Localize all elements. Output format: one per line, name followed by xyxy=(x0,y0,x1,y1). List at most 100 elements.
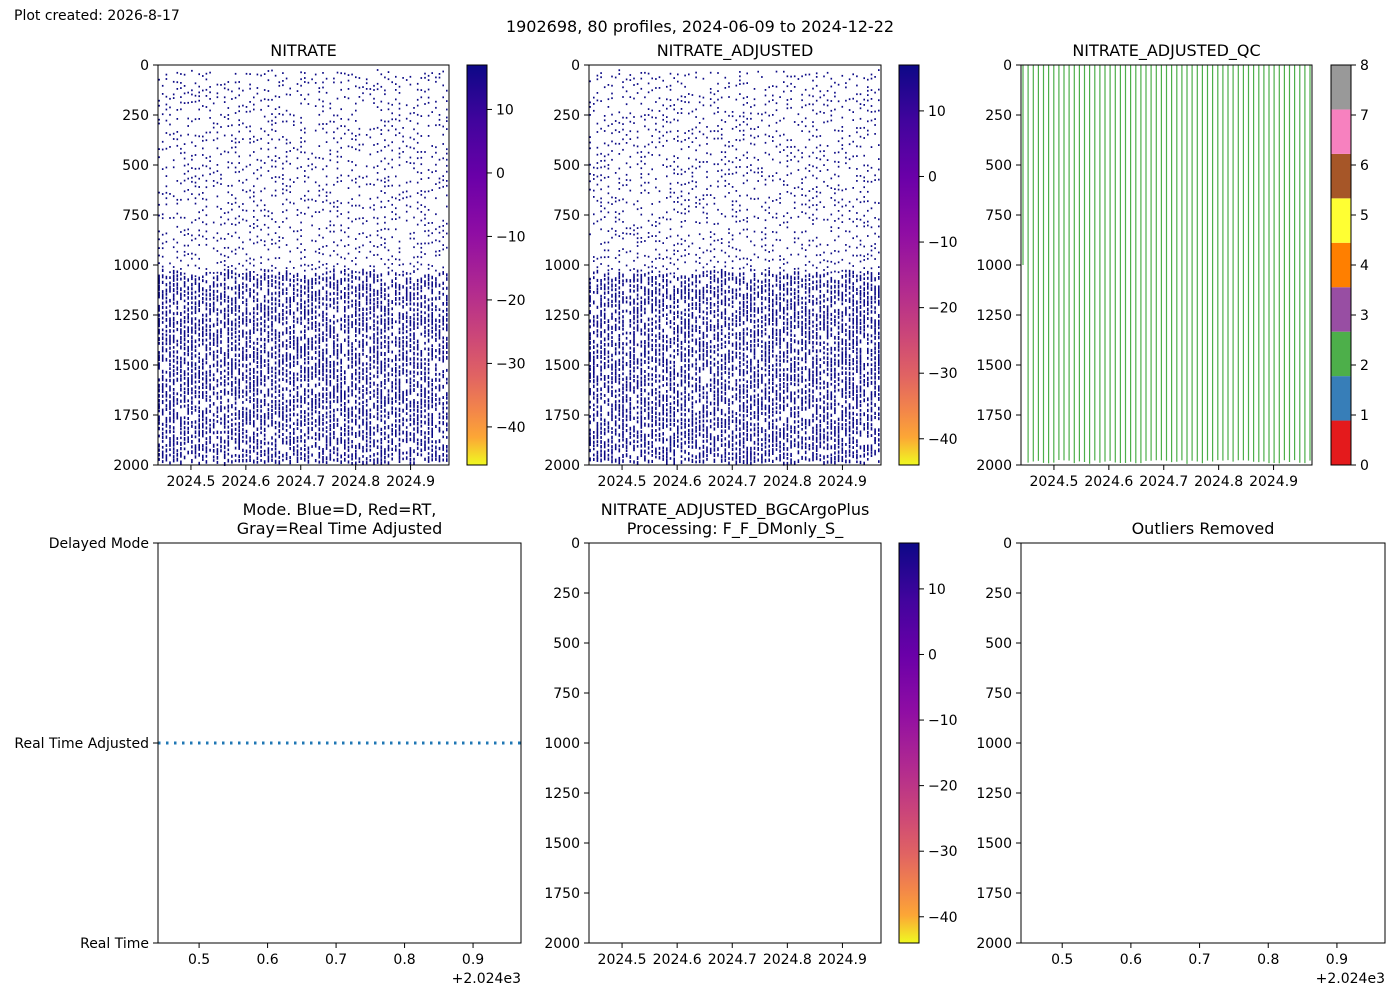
data-point xyxy=(369,336,372,340)
data-point xyxy=(253,140,255,143)
data-point xyxy=(640,102,643,105)
data-point xyxy=(271,69,273,72)
data-point xyxy=(420,246,423,249)
data-point xyxy=(435,151,437,154)
data-point xyxy=(365,283,368,287)
data-point xyxy=(227,202,230,204)
data-point xyxy=(442,421,444,426)
data-point xyxy=(402,451,404,455)
data-point xyxy=(398,274,401,276)
data-point xyxy=(205,454,208,458)
data-point xyxy=(344,257,346,260)
data-point xyxy=(647,323,650,326)
data-point xyxy=(614,443,617,447)
data-point xyxy=(633,350,635,353)
data-point xyxy=(271,328,273,332)
data-point xyxy=(205,72,208,75)
data-point xyxy=(380,389,383,393)
data-point xyxy=(442,453,444,457)
data-point xyxy=(176,109,179,111)
data-point xyxy=(409,328,412,332)
y-tick-label: 500 xyxy=(553,158,580,174)
data-point xyxy=(227,458,230,463)
data-point xyxy=(296,460,299,463)
data-point xyxy=(644,325,646,330)
data-point xyxy=(355,164,357,167)
data-point xyxy=(362,437,364,441)
data-point xyxy=(198,193,200,196)
data-point xyxy=(420,384,423,389)
data-point xyxy=(614,298,617,303)
data-point xyxy=(260,174,262,177)
data-point xyxy=(293,124,295,126)
data-point xyxy=(380,314,383,318)
data-point xyxy=(260,418,262,423)
data-point xyxy=(596,122,599,125)
data-point xyxy=(427,431,430,435)
data-point xyxy=(625,408,628,413)
data-point xyxy=(603,302,606,307)
data-point xyxy=(231,184,233,187)
data-point xyxy=(614,375,617,380)
data-point xyxy=(263,413,266,417)
data-point xyxy=(395,429,397,434)
data-point xyxy=(365,427,368,431)
data-point xyxy=(183,234,186,236)
data-point xyxy=(238,246,240,249)
data-point xyxy=(431,326,433,330)
data-point xyxy=(198,211,200,214)
data-point xyxy=(329,202,332,205)
data-point xyxy=(285,363,288,367)
data-point xyxy=(387,71,390,73)
data-point xyxy=(633,321,635,325)
data-point xyxy=(307,289,310,293)
data-point xyxy=(333,276,335,281)
data-point xyxy=(194,362,197,367)
data-point xyxy=(409,286,412,289)
data-point xyxy=(172,278,175,282)
data-point xyxy=(278,421,281,426)
data-point xyxy=(278,343,281,348)
data-point xyxy=(198,186,200,188)
data-point xyxy=(169,320,171,325)
data-point xyxy=(420,314,423,319)
data-point xyxy=(387,326,390,331)
data-point xyxy=(278,84,281,87)
data-point xyxy=(398,85,401,88)
data-point xyxy=(180,198,182,201)
data-point xyxy=(600,297,602,302)
data-point xyxy=(325,343,328,347)
data-point xyxy=(629,346,632,350)
data-point xyxy=(296,453,299,457)
data-point xyxy=(413,449,415,454)
data-point xyxy=(216,406,219,410)
data-point xyxy=(380,309,383,312)
data-point xyxy=(347,129,350,131)
data-point xyxy=(260,459,262,462)
data-point xyxy=(625,227,628,230)
data-point xyxy=(176,412,179,416)
data-point xyxy=(333,265,335,268)
data-point xyxy=(172,398,175,403)
data-point xyxy=(402,371,404,375)
data-point xyxy=(376,106,379,108)
data-point xyxy=(180,134,182,137)
data-point xyxy=(391,196,393,199)
data-point xyxy=(212,363,215,368)
data-point xyxy=(603,207,606,210)
data-point xyxy=(402,367,404,372)
data-point xyxy=(405,451,408,455)
data-point xyxy=(395,197,397,200)
data-point xyxy=(446,246,448,249)
data-point xyxy=(325,317,328,321)
data-point xyxy=(369,316,372,320)
data-point xyxy=(424,311,426,315)
data-point xyxy=(322,318,324,322)
data-point xyxy=(589,355,591,360)
data-point xyxy=(165,383,168,388)
data-point xyxy=(607,153,610,156)
data-point xyxy=(285,399,288,403)
data-point xyxy=(373,293,375,297)
data-point xyxy=(180,323,182,327)
data-point xyxy=(391,269,393,272)
